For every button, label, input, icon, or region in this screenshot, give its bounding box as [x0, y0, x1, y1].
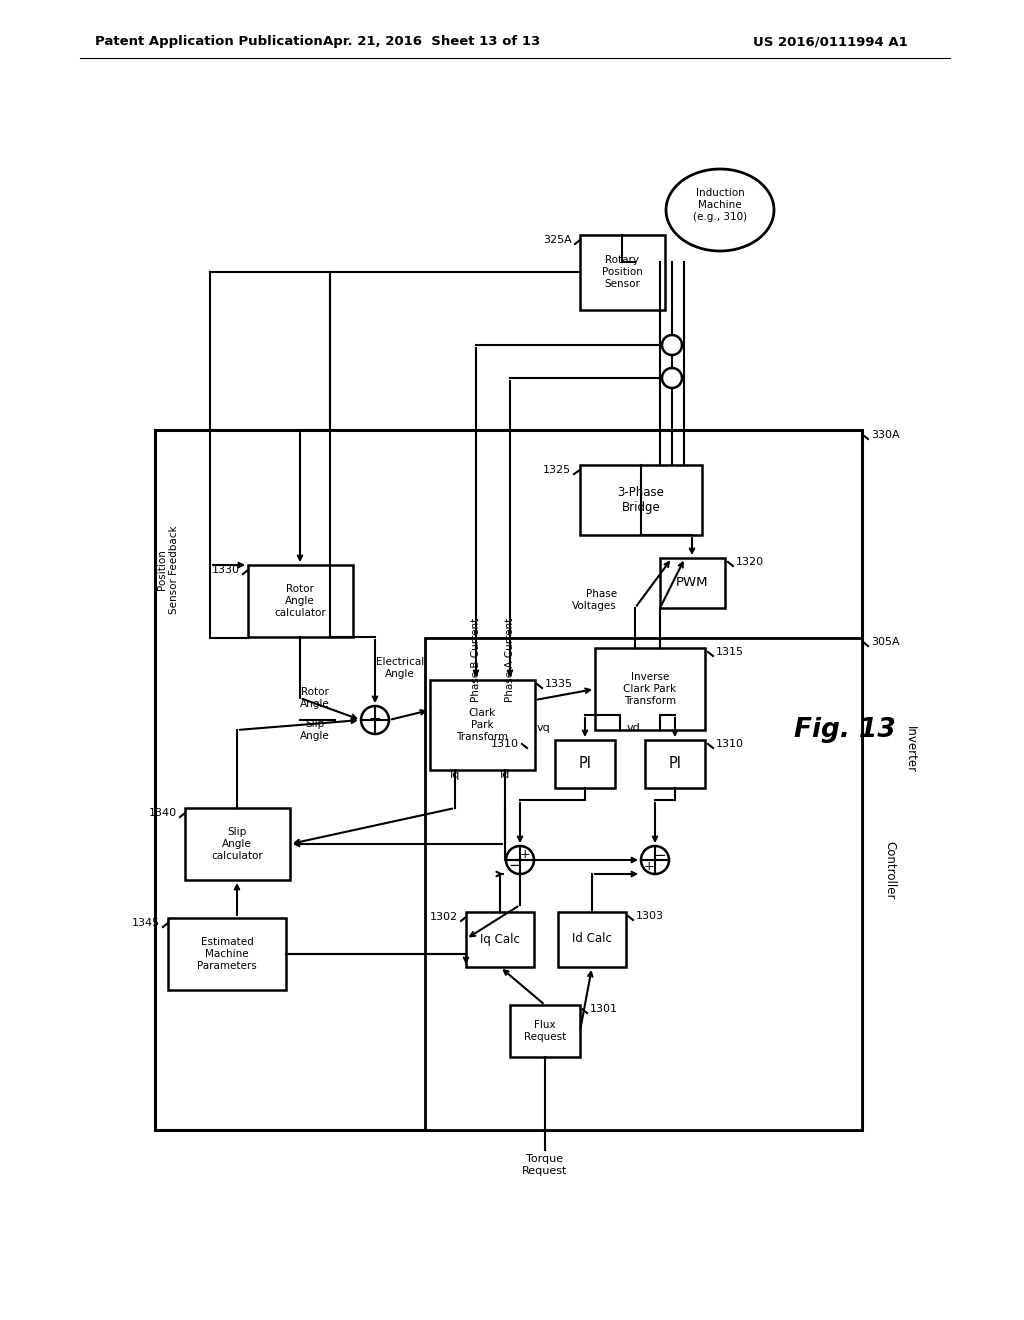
Bar [466, 912, 534, 968]
Text: 1303: 1303 [636, 911, 664, 921]
Bar [595, 648, 705, 730]
Text: Fig. 13: Fig. 13 [795, 717, 896, 743]
Text: Patent Application Publication: Patent Application Publication [95, 36, 323, 49]
Bar [168, 917, 286, 990]
Text: Rotary
Position
Sensor: Rotary Position Sensor [601, 255, 642, 289]
Text: US 2016/0111994 A1: US 2016/0111994 A1 [753, 36, 907, 49]
Text: 1325: 1325 [543, 465, 571, 475]
Bar [580, 465, 702, 535]
Text: Phase
Voltages: Phase Voltages [572, 589, 617, 611]
Bar [660, 558, 725, 609]
Text: Inverter: Inverter [903, 726, 916, 774]
Text: PI: PI [669, 756, 682, 771]
Text: vd: vd [627, 723, 640, 733]
Text: Iq: Iq [450, 770, 460, 780]
Text: PWM: PWM [676, 577, 709, 590]
Text: +: + [369, 713, 381, 727]
Bar [580, 235, 665, 310]
Text: Phase B Current: Phase B Current [471, 618, 481, 702]
Bar [248, 565, 353, 638]
Text: Controller: Controller [884, 841, 896, 899]
Text: 325A: 325A [544, 235, 572, 246]
Text: Apr. 21, 2016  Sheet 13 of 13: Apr. 21, 2016 Sheet 13 of 13 [324, 36, 541, 49]
Text: 1345: 1345 [132, 917, 160, 928]
Bar [555, 741, 615, 788]
Text: 1315: 1315 [716, 647, 744, 657]
Text: 3-Phase
Bridge: 3-Phase Bridge [617, 486, 665, 513]
Text: Induction
Machine
(e.g., 310): Induction Machine (e.g., 310) [693, 189, 748, 222]
Text: 1335: 1335 [545, 678, 573, 689]
Text: −: − [509, 858, 521, 874]
Text: +: + [644, 859, 654, 873]
Text: Inverse
Clark Park
Transform: Inverse Clark Park Transform [624, 672, 677, 706]
Text: −: − [653, 847, 667, 862]
Bar [510, 1005, 580, 1057]
Text: 1310: 1310 [490, 739, 519, 748]
Text: Position
Sensor Feedback: Position Sensor Feedback [158, 525, 179, 614]
Text: +: + [520, 849, 530, 862]
Text: 1320: 1320 [736, 557, 764, 568]
Bar [645, 741, 705, 788]
Text: 1302: 1302 [430, 912, 458, 921]
Text: Rotor
Angle: Rotor Angle [300, 688, 330, 709]
Text: Torque
Request: Torque Request [522, 1154, 567, 1176]
Text: 1310: 1310 [716, 739, 744, 748]
Text: Phase A Current: Phase A Current [505, 618, 515, 702]
Text: 1340: 1340 [148, 808, 177, 818]
Bar [425, 638, 862, 1130]
Text: Slip
Angle: Slip Angle [300, 719, 330, 741]
Text: 1301: 1301 [590, 1005, 618, 1014]
Bar [558, 912, 626, 968]
Text: Id Calc: Id Calc [572, 932, 612, 945]
Text: vq: vq [537, 723, 550, 733]
Text: 305A: 305A [871, 638, 900, 647]
Text: 1330: 1330 [212, 565, 240, 576]
Text: Electrical
Angle: Electrical Angle [376, 657, 424, 678]
Bar [430, 680, 535, 770]
Text: Clark
Park
Transform: Clark Park Transform [456, 709, 508, 742]
Text: Flux
Request: Flux Request [524, 1020, 566, 1041]
Bar [155, 430, 862, 1130]
Bar [185, 808, 290, 880]
Text: Iq Calc: Iq Calc [480, 932, 520, 945]
Text: Slip
Angle
calculator: Slip Angle calculator [211, 828, 263, 861]
Text: Rotor
Angle
calculator: Rotor Angle calculator [274, 585, 326, 618]
Text: Estimated
Machine
Parameters: Estimated Machine Parameters [198, 937, 257, 970]
Text: PI: PI [579, 756, 592, 771]
Text: Id: Id [500, 770, 510, 780]
Text: 330A: 330A [871, 430, 900, 440]
